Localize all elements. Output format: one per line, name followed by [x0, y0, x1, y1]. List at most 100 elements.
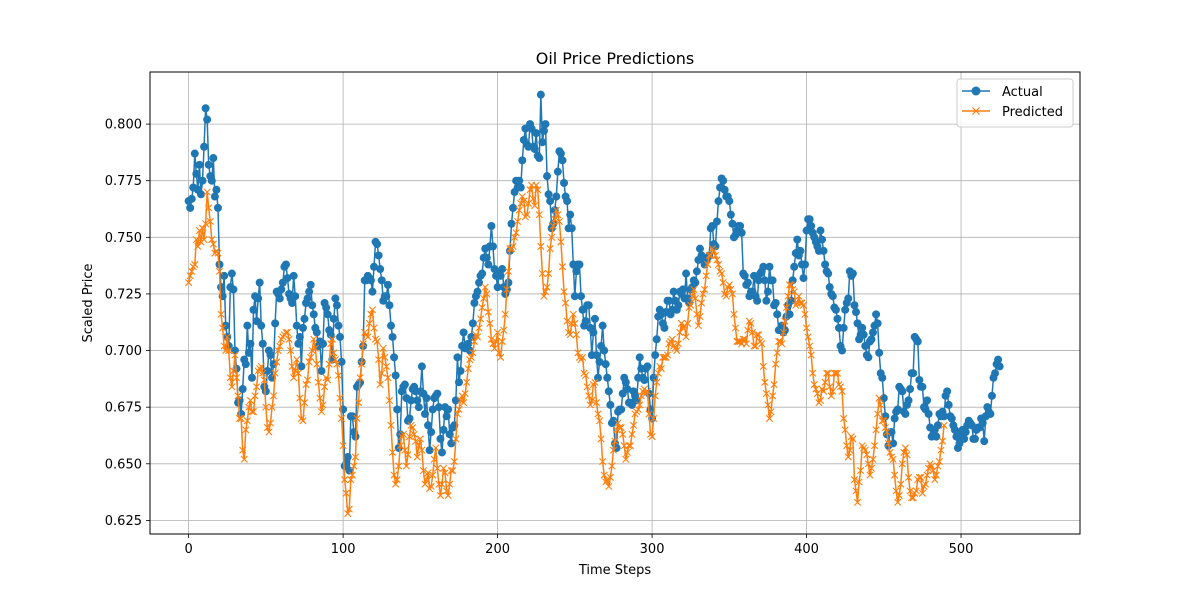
actual-point: [805, 215, 814, 224]
actual-point: [336, 332, 345, 341]
predicted-point: [912, 487, 920, 495]
predicted-point: [918, 489, 927, 497]
actual-point: [906, 385, 915, 394]
predicted-point: [232, 374, 241, 382]
gridlines: [150, 72, 1080, 534]
predicted-point: [799, 301, 808, 309]
predicted-point: [376, 380, 384, 389]
actual-point: [848, 269, 857, 278]
predicted-point: [599, 457, 607, 466]
actual-point: [433, 389, 442, 398]
predicted-point: [495, 349, 503, 357]
actual-point: [417, 362, 426, 371]
predicted-point: [785, 281, 794, 289]
actual-point: [790, 262, 799, 271]
predicted-point: [804, 333, 812, 341]
predicted-point: [203, 188, 211, 196]
actual-point: [719, 176, 728, 185]
predicted-point: [714, 260, 723, 269]
predicted-point: [850, 476, 859, 484]
actual-point: [306, 280, 315, 289]
predicted-point: [597, 435, 605, 443]
predicted-point: [350, 462, 358, 470]
predicted-point: [305, 358, 313, 366]
predicted-point: [498, 337, 506, 346]
actual-point: [960, 434, 969, 443]
predicted-point: [226, 374, 234, 382]
predicted-point: [578, 353, 587, 361]
actual-point: [674, 301, 683, 310]
actual-point: [255, 278, 264, 287]
predicted-point: [265, 428, 273, 436]
predicted-point: [782, 303, 791, 312]
y-tick-label: 0.700: [105, 344, 142, 359]
predicted-point: [483, 290, 491, 298]
actual-point: [763, 287, 772, 296]
predicted-point: [693, 310, 701, 318]
actual-point: [482, 253, 491, 262]
predicted-point: [268, 403, 276, 411]
actual-point: [595, 357, 604, 366]
predicted-point: [748, 328, 757, 337]
actual-point: [725, 197, 734, 206]
predicted-point: [478, 303, 486, 312]
predicted-point: [592, 399, 601, 407]
predicted-point: [857, 467, 865, 475]
predicted-point: [274, 346, 282, 355]
predicted-point: [449, 467, 457, 475]
predicted-point: [605, 482, 613, 491]
actual-point: [227, 269, 236, 278]
actual-point: [839, 323, 848, 332]
predicted-point: [704, 260, 712, 269]
predicted-point: [336, 394, 344, 402]
x-axis-label: Time Steps: [578, 563, 652, 578]
predicted-point: [399, 430, 407, 438]
predicted-point: [249, 408, 258, 416]
y-tick-label: 0.625: [105, 514, 142, 529]
predicted-point: [637, 392, 645, 400]
y-tick-label: 0.750: [105, 231, 142, 246]
actual-series-line: [187, 93, 1001, 472]
predicted-point: [622, 455, 630, 463]
predicted-point: [410, 430, 418, 438]
actual-point: [558, 156, 567, 165]
predicted-point: [855, 478, 863, 486]
actual-point: [204, 160, 213, 169]
actual-point: [308, 301, 317, 310]
predicted-point: [444, 491, 452, 500]
predicted-point: [866, 471, 874, 479]
predicted-point: [395, 462, 403, 470]
actual-point: [728, 219, 737, 228]
predicted-point: [412, 437, 420, 445]
actual-point: [288, 299, 297, 307]
actual-point: [923, 396, 932, 405]
predicted-point: [802, 324, 811, 332]
actual-point: [210, 192, 219, 201]
actual-point: [765, 262, 774, 271]
predicted-point: [324, 376, 332, 384]
predicted-point: [872, 426, 880, 434]
predicted-point: [870, 442, 879, 450]
legend-predicted-marker: [972, 107, 980, 115]
predicted-point: [544, 269, 553, 278]
actual-point: [504, 278, 513, 287]
actual-point: [546, 197, 555, 206]
predicted-point: [778, 340, 786, 348]
predicted-point: [585, 392, 593, 400]
predicted-point: [205, 204, 213, 212]
predicted-point: [392, 480, 400, 488]
predicted-point: [569, 310, 577, 318]
predicted-point: [480, 294, 488, 303]
predicted-point: [540, 292, 548, 300]
actual-point: [465, 346, 474, 355]
predicted-point: [353, 414, 361, 423]
predicted-point: [433, 464, 441, 472]
actual-point: [660, 323, 669, 332]
predicted-point: [443, 487, 451, 495]
predicted-point: [314, 378, 322, 386]
predicted-point: [487, 335, 495, 343]
predicted-point: [628, 430, 636, 438]
predicted-point: [889, 455, 897, 463]
predicted-point: [680, 322, 689, 330]
predicted-point: [356, 374, 364, 382]
